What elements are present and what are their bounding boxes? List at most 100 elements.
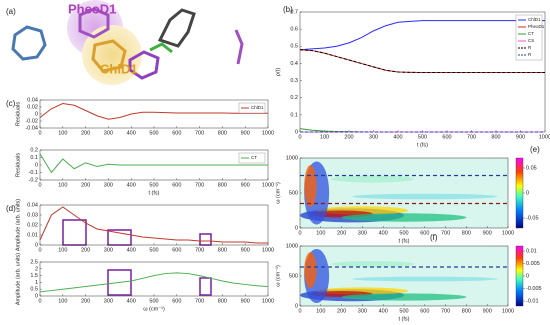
x-tick-label: 900 [483,308,492,314]
x-tick-label: 300 [104,298,113,304]
x-tick-label: 900 [241,130,250,136]
y-tick-label: 0.5 [290,44,298,50]
legend-label: CT [528,31,534,36]
x-tick-label: 600 [172,182,181,188]
x-tick-label: 300 [104,182,113,188]
x-tick-label: 0 [38,247,41,253]
x-tick-label: 0 [298,134,301,140]
contour-blob [331,261,415,267]
colorbar-tick-label: -0.05 [526,215,539,221]
x-tick-label: 300 [104,247,113,253]
y-tick-label: 1000 [286,155,298,161]
y-axis-label: Residuals [15,153,21,177]
y-tick-label: 0.4 [290,61,298,67]
axes-frame [39,99,269,129]
panel-label: (c) [6,99,16,108]
line-series [299,20,545,51]
line-series [299,49,545,74]
contour-field [300,158,508,228]
contour-blob [352,276,498,282]
x-tick-label: 500 [149,298,158,304]
contour-blob [331,175,415,183]
x-tick-label: 0 [38,130,41,136]
x-tick-label: 800 [462,230,471,236]
line-series [39,272,269,293]
x-tick-label: 900 [483,230,492,236]
x-axis-label: t (fs) [417,142,428,148]
x-tick-label: 100 [58,298,67,304]
x-tick-label: 300 [369,134,378,140]
legend-label: PheoD1 [528,24,545,29]
y-axis-label: ρ(t) [275,68,281,76]
legend-label: ChlD1 [528,17,541,22]
y-axis-label: Amplitude (arb. units) [15,253,21,305]
x-tick-label: 200 [81,298,90,304]
x-tick-label: 0 [298,308,301,314]
x-tick-label: 500 [418,134,427,140]
line-series [39,153,268,174]
x-tick-label: 800 [491,134,500,140]
colorbar-tick-label: 0 [526,190,529,196]
panel-label: (a) [6,7,16,16]
x-tick-label: 400 [393,134,402,140]
colorbar-tick-label: 0 [526,273,529,279]
colorbar [515,245,524,307]
axes-frame [299,11,546,133]
x-tick-label: 200 [337,230,346,236]
x-tick-label: 500 [149,130,158,136]
legend-label: R [528,52,532,57]
x-tick-label: 300 [358,230,367,236]
legend-box [238,102,266,114]
contour-blob [341,213,467,222]
x-tick-label: 100 [58,130,67,136]
contour-field [300,246,508,306]
highlight-boxes [62,219,212,296]
y-tick-label: 500 [289,190,298,196]
x-tick-label: 400 [379,308,388,314]
colorbar-tick-label: 0.01 [526,248,537,254]
x-tick-label: 700 [441,308,450,314]
molecule-illustration: (a) PheoD1 ChlD1 [6,0,244,85]
y-tick-label: 0.04 [27,202,38,208]
molecule-label: PheoD1 [68,1,116,16]
legend-box [515,14,543,61]
x-tick-label: 500 [399,230,408,236]
y-tick-label: 0 [35,162,38,168]
x-tick-label: 1000 [539,134,550,140]
x-tick-label: 700 [195,130,204,136]
panel-label: (b) [283,5,293,14]
y-tick-label: 0 [295,225,298,231]
x-tick-label: 600 [172,130,181,136]
y-tick-label: 0.01 [27,232,38,238]
line-series [299,49,545,74]
y-tick-label: 0.03 [27,212,38,218]
x-tick-label: 400 [127,298,136,304]
colorbar-tick-label: 0.05 [526,165,537,171]
x-tick-label: 800 [218,247,227,253]
y-tick-label: 2.5 [30,259,38,265]
y-tick-label: 500 [289,273,298,279]
x-tick-label: 700 [441,230,450,236]
x-tick-label: 900 [516,134,525,140]
x-tick-label: 400 [379,230,388,236]
x-tick-label: 200 [81,130,90,136]
x-tick-label: 800 [462,308,471,314]
x-tick-label: 500 [149,182,158,188]
contour-blob [341,293,467,301]
line-series [39,206,268,244]
y-tick-label: 0.6 [290,27,298,33]
x-tick-label: 500 [149,247,158,253]
y-tick-label: 0.02 [27,222,38,228]
x-tick-label: 100 [316,230,325,236]
x-tick-label: 200 [337,308,346,314]
y-tick-label: 0.04 [27,97,38,103]
colorbar-tick-label: -0.005 [526,286,542,292]
contour-blob [304,165,317,207]
x-axis-label: t (fs) [149,190,160,196]
x-tick-label: 1000 [262,298,274,304]
y-tick-label: -0.1 [29,170,38,176]
y-tick-label: 0.2 [30,147,38,153]
legend-box [238,152,266,164]
panel-label: (f) [430,233,438,242]
y-tick-label: 0 [35,293,38,299]
